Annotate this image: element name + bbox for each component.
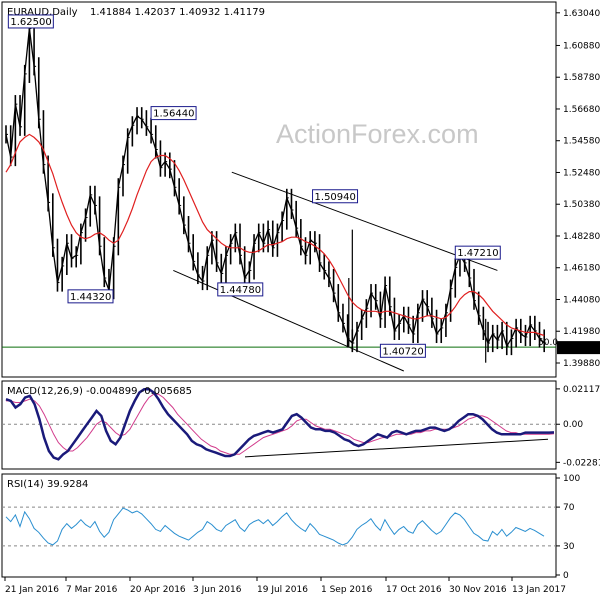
current-price-tag: [557, 341, 600, 355]
macd-axis-label: 0.00: [563, 420, 583, 430]
macd-label: MACD(12,26,9) -0.004899 -0.005685: [7, 386, 192, 397]
channel-lower-line: [173, 269, 404, 372]
price-axis-label: 1.63040: [563, 9, 600, 19]
price-axis-label: 1.41980: [563, 327, 600, 337]
price-axis-label: 1.50380: [563, 200, 600, 210]
price-axis-label: 1.39880: [563, 359, 600, 369]
price-annotation-box: [312, 189, 359, 204]
price-annotation-label: 1.44320: [70, 292, 111, 303]
channel-upper-line: [231, 171, 498, 271]
price-annotation-label: 1.50940: [315, 192, 356, 203]
rsi-label: RSI(14) 39.9284: [7, 479, 88, 490]
macd-panel-frame: [1, 380, 557, 470]
price-annotation-label: 1.44780: [220, 285, 261, 296]
time-axis-label: 19 Jul 2016: [257, 585, 308, 595]
time-axis-label: 13 Jan 2017: [512, 585, 566, 595]
macd-line: [5, 387, 555, 461]
price-axis-label: 1.58780: [563, 73, 600, 83]
price-axis-label: 1.48280: [563, 232, 600, 242]
price-annotation-label: 1.56440: [153, 109, 194, 120]
price-annotation-box: [379, 343, 426, 358]
price-annotation-box: [150, 106, 197, 121]
rsi-layer: [2, 506, 556, 547]
price-layer: 50.0 1.62500 1.44320 1.56440 1.44780 1.50940 1…: [2, 14, 558, 372]
price-annotation-label: 1.62500: [10, 17, 51, 28]
time-axis-label: 21 Jan 2016: [5, 585, 59, 595]
macd-signal-line: [6, 393, 555, 455]
price-axis-label: 1.54580: [563, 137, 600, 147]
macd-trendline: [244, 438, 549, 458]
price-annotation-box: [217, 282, 264, 297]
axis-layer: 1.63040 1.60880 1.58780 1.56680 1.54580 1.524…: [4, 9, 600, 595]
time-axis-label: 17 Oct 2016: [386, 585, 442, 595]
price-annotation-label: 1.47210: [457, 248, 498, 259]
moving-average-line: [5, 133, 545, 337]
time-axis-label: 3 Jun 2016: [193, 585, 242, 595]
fib-level-label: 50.0: [538, 338, 558, 348]
rsi-axis-label: 100: [563, 474, 580, 484]
macd-layer: [2, 387, 556, 461]
macd-axis-label: -0.022814: [563, 458, 600, 468]
price-close-line: [5, 28, 545, 348]
rsi-axis-label: 0: [563, 571, 569, 581]
price-annotation-box: [454, 245, 501, 260]
price-axis-label: 1.60880: [563, 41, 600, 51]
rsi-axis-label: 70: [563, 503, 575, 513]
time-axis-label: 30 Nov 2016: [449, 585, 507, 595]
price-axis-label: 1.52480: [563, 168, 600, 178]
price-axis-label: 1.44080: [563, 295, 600, 305]
ohlc-label: 1.41884 1.42037 1.40932 1.41179: [90, 7, 265, 18]
rsi-panel-frame: [1, 473, 557, 578]
time-axis-label: 20 Apr 2016: [130, 585, 186, 595]
macd-axis-label: 0.021171: [563, 385, 600, 395]
price-axis-label: 1.56680: [563, 105, 600, 115]
time-axis-label: 7 Mar 2016: [66, 585, 118, 595]
symbol-label: EURAUD,Daily: [7, 7, 78, 18]
price-panel-frame: [1, 1, 557, 378]
price-annotation-box: [7, 14, 54, 29]
current-price-label: 1.40930: [561, 344, 598, 354]
rsi-axis-label: 30: [563, 542, 575, 552]
rsi-line: [5, 507, 545, 546]
time-axis-label: 1 Sep 2016: [321, 585, 373, 595]
watermark: ActionForex.com: [276, 119, 479, 149]
price-annotation-label: 1.40720: [382, 346, 423, 357]
price-annotation-box: [67, 289, 114, 304]
price-axis-label: 1.46180: [563, 264, 600, 274]
